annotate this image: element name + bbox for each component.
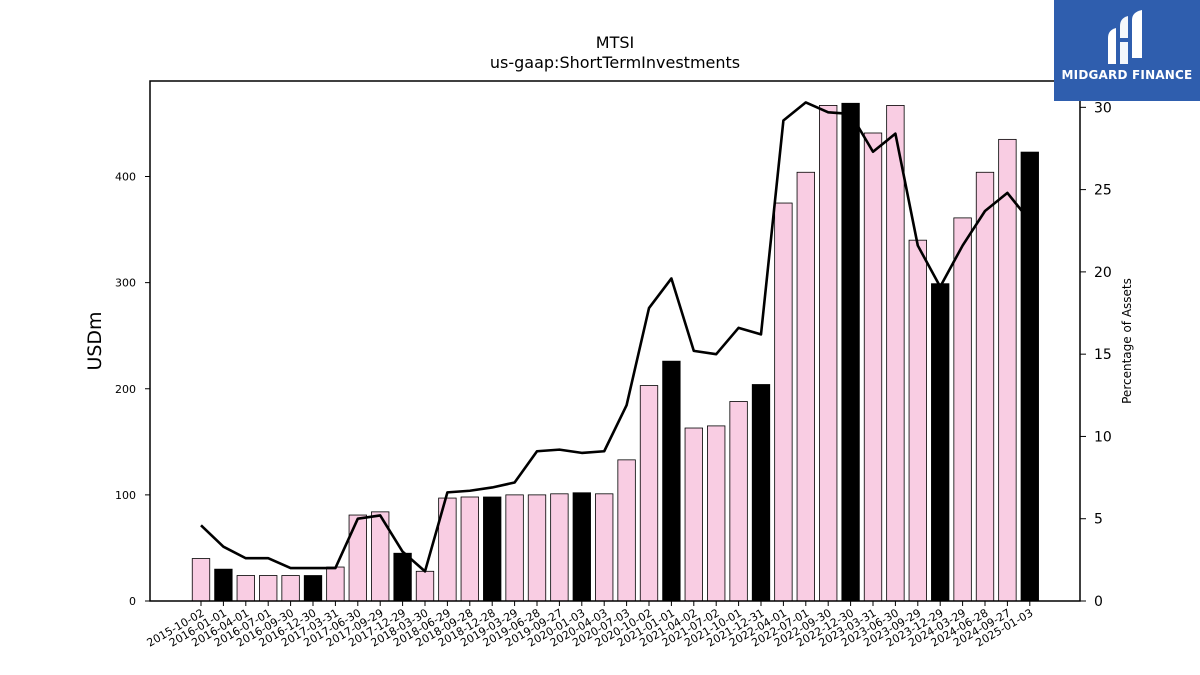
bar-2016-04-01 bbox=[236, 575, 255, 602]
bar-2020-01-03 bbox=[572, 492, 591, 602]
line-group bbox=[200, 101, 1031, 573]
y2-tick-label: 15 bbox=[1094, 347, 1112, 363]
bar-2022-07-01 bbox=[796, 171, 815, 602]
y2-tick-label: 0 bbox=[1094, 594, 1103, 610]
bar-2023-06-30 bbox=[886, 105, 905, 602]
bar-2024-06-28 bbox=[975, 171, 995, 602]
bar-2018-12-28 bbox=[483, 496, 502, 602]
bar-2021-04-02 bbox=[684, 427, 703, 602]
y2-tick-label: 20 bbox=[1094, 265, 1112, 281]
y-tick-label: 400 bbox=[115, 171, 136, 184]
bar-2017-06-30 bbox=[348, 514, 367, 602]
bar-2017-12-29 bbox=[393, 552, 412, 602]
y-axis-label: USDm bbox=[84, 311, 106, 370]
logo-text: MIDGARD FINANCE bbox=[1061, 68, 1193, 82]
y2-tick-label: 5 bbox=[1094, 512, 1103, 528]
bar-2016-07-01 bbox=[259, 575, 278, 602]
bar-2020-04-03 bbox=[595, 493, 614, 602]
y-tick-label: 200 bbox=[115, 383, 136, 396]
bar-2024-09-27 bbox=[998, 138, 1017, 602]
y2-axis-label: Percentage of Assets bbox=[1120, 278, 1134, 404]
bar-2021-10-01 bbox=[729, 401, 748, 602]
bar-2018-09-28 bbox=[460, 496, 479, 602]
bar-2017-03-31 bbox=[326, 566, 345, 602]
bar-2022-12-30 bbox=[841, 102, 860, 602]
bar-2021-07-02 bbox=[707, 425, 726, 602]
y-tick-label: 100 bbox=[115, 489, 136, 502]
bar-2015-10-02 bbox=[191, 558, 211, 602]
percentage-line bbox=[200, 101, 1031, 573]
logo-mark-icon bbox=[1108, 10, 1142, 64]
bar-2022-09-30 bbox=[819, 105, 838, 602]
y2-tick-label: 30 bbox=[1094, 100, 1112, 116]
bar-2020-10-02 bbox=[639, 385, 659, 602]
bar-2018-03-30 bbox=[415, 570, 435, 602]
chart-subtitle: us-gaap:ShortTermInvestments bbox=[490, 53, 740, 72]
bar-2022-04-01 bbox=[774, 202, 793, 602]
bar-2016-12-30 bbox=[303, 575, 323, 602]
y2-tick-label: 10 bbox=[1094, 429, 1112, 445]
x-axis: 2015-10-022016-01-012016-04-012016-07-01… bbox=[145, 601, 1035, 650]
bar-2016-01-01 bbox=[214, 568, 233, 602]
bar-2016-09-30 bbox=[281, 575, 300, 602]
bar-2024-03-29 bbox=[953, 217, 972, 602]
plot-frame bbox=[149, 80, 1081, 602]
y-tick-label: 300 bbox=[115, 277, 136, 290]
chart-title: MTSI bbox=[596, 33, 634, 52]
y2-tick-label: 25 bbox=[1094, 183, 1112, 199]
bar-2023-12-29 bbox=[931, 283, 950, 602]
bar-2019-03-29 bbox=[505, 494, 524, 602]
left-axis: 0 100 200 300 400 bbox=[115, 171, 150, 608]
bar-2021-12-31 bbox=[751, 384, 771, 602]
y-tick-label: 0 bbox=[129, 595, 136, 608]
bars-group bbox=[191, 102, 1039, 602]
brand-logo: MIDGARD FINANCE bbox=[1054, 0, 1200, 101]
bar-2019-06-28 bbox=[527, 494, 547, 602]
right-axis: 0 5 10 15 20 25 30 bbox=[1080, 100, 1112, 610]
bar-2023-09-29 bbox=[908, 239, 927, 602]
bar-2023-03-31 bbox=[863, 132, 883, 602]
bar-2021-01-01 bbox=[662, 360, 681, 602]
bar-2019-09-27 bbox=[550, 493, 569, 602]
bar-2020-07-03 bbox=[617, 459, 636, 602]
